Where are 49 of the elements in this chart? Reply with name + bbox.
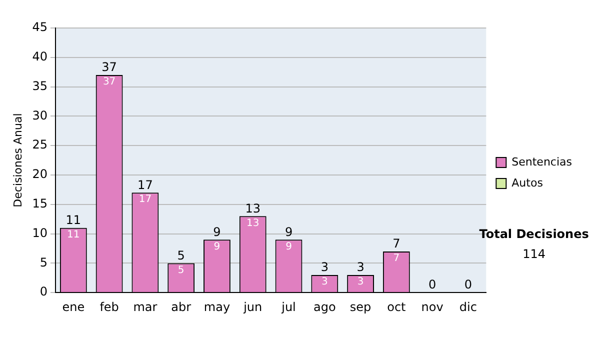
x-tick-label: dic — [459, 300, 477, 314]
x-tick-label: mar — [133, 300, 158, 314]
y-axis-title: Decisiones Anual — [11, 113, 24, 208]
text: 114 — [522, 247, 546, 262]
data-label: 11 — [67, 230, 80, 241]
y-tick-label: 20 — [32, 167, 48, 182]
x-tick-label: jun — [242, 300, 262, 314]
y-tick-label: 25 — [32, 138, 48, 152]
x-tick-label: may — [204, 300, 230, 314]
y-tick-label: 10 — [32, 226, 48, 240]
x-tick-label: abr — [171, 300, 192, 314]
total-label: 7 — [392, 236, 400, 251]
data-label: 9 — [286, 241, 292, 252]
annotation: Total Decisiones — [479, 227, 589, 242]
total-label: 9 — [213, 224, 221, 239]
total-label: 9 — [284, 224, 293, 239]
data-label: 5 — [178, 264, 184, 276]
total-label: 0 — [428, 278, 436, 292]
total-label: 5 — [177, 248, 185, 262]
total-label: 37 — [102, 60, 117, 74]
x-tick-label: ene — [62, 300, 85, 314]
total-label: 3 — [356, 260, 364, 274]
total-label: 13 — [245, 201, 261, 216]
legend-label: Sentencias — [512, 155, 572, 168]
x-tick-label: nov — [421, 300, 444, 314]
y-tick-label: 30 — [32, 108, 48, 122]
legend-label: Autos — [512, 176, 544, 190]
x-tick-label: feb — [100, 300, 119, 314]
x-tick-label: jul — [280, 300, 296, 314]
y-tick-label: 15 — [32, 196, 48, 211]
data-label: 3 — [357, 276, 364, 288]
total-label: 11 — [66, 213, 82, 228]
x-tick-label: ago — [313, 300, 336, 314]
y-tick-label: 0 — [40, 284, 48, 299]
data-label: 7 — [393, 253, 400, 264]
x-tick-label: sep — [350, 300, 372, 314]
data-label: 13 — [246, 218, 260, 229]
y-tick-label: 35 — [32, 78, 48, 93]
total-label: 3 — [320, 260, 328, 274]
data-label: 17 — [138, 194, 152, 206]
y-tick-label: 45 — [32, 20, 48, 34]
y-tick-label: 40 — [32, 50, 48, 64]
data-label: 3 — [321, 276, 328, 288]
data-label: 9 — [214, 241, 220, 252]
total-label: 17 — [138, 178, 153, 192]
x-tick-label: oct — [387, 300, 406, 314]
y-tick-label: 5 — [40, 255, 48, 270]
total-label: 0 — [464, 278, 472, 292]
data-label: 37 — [102, 76, 116, 88]
